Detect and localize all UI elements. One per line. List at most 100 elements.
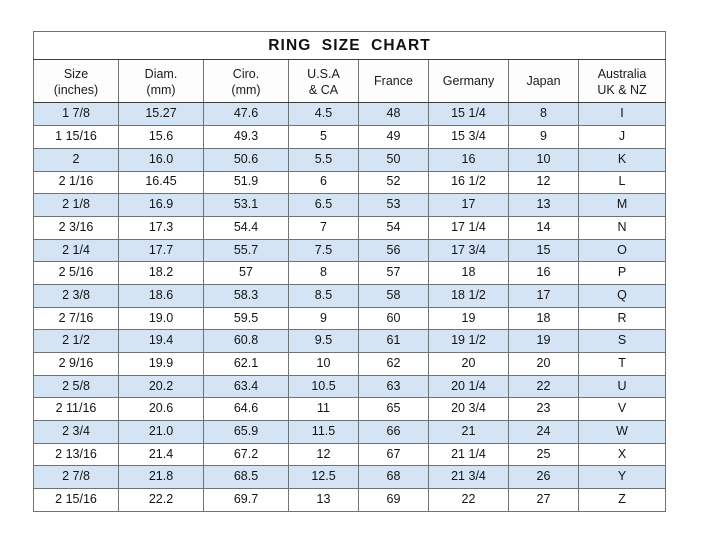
cell-r7-c7: P: [577, 261, 667, 285]
column-header-label-7: Australia UK & NZ: [579, 67, 665, 98]
cell-r1-c2: 49.3: [203, 125, 289, 149]
cell-r10-c1: 19.4: [118, 329, 204, 354]
column-header-line1-1: Diam.: [144, 66, 178, 81]
cell-r6-c0: 2 1/4: [33, 238, 119, 263]
cell-r10-c7: S: [577, 329, 667, 354]
chart-title-row: RING SIZE CHART: [32, 30, 667, 61]
cell-r6-c7: O: [577, 238, 667, 263]
cell-r14-c2: 65.9: [203, 420, 289, 444]
cell-r6-c6: 15: [508, 238, 579, 263]
column-header-line1-0: Size: [63, 66, 89, 81]
cell-r12-c4: 63: [358, 374, 429, 399]
cell-r5-c0: 2 3/16: [33, 215, 119, 240]
table-row: 2 1/8 16.9 53.1 6.5 53 17 13 M: [33, 193, 667, 217]
cell-r0-c5: 15 1/4: [428, 102, 509, 127]
cell-r5-c1: 17.3: [118, 215, 204, 240]
table-row: 2 5/8 20.2 63.4 10.5 63 20 1/4 22 U: [33, 374, 667, 399]
cell-r8-c5: 18 1/2: [428, 283, 509, 308]
cell-r2-c2: 50.6: [203, 147, 289, 172]
cell-r13-c2: 64.6: [203, 397, 289, 422]
column-header-line2-1: (mm): [146, 82, 176, 97]
chart-title-cell: RING SIZE CHART: [32, 30, 667, 61]
column-header-line2-0: (inches): [53, 82, 99, 97]
cell-r16-c5: 21 3/4: [428, 465, 509, 490]
table-row: 2 13/16 21.4 67.2 12 67 21 1/4 25 X: [33, 442, 667, 467]
cell-r1-c3: 5: [288, 125, 359, 149]
ring-size-chart-table: RING SIZE CHART Size (inches) Diam. (mm) Ciro…: [32, 30, 667, 512]
cell-r12-c3: 10.5: [288, 374, 359, 399]
cell-r9-c7: R: [577, 306, 667, 331]
column-header-line1-4: France: [374, 74, 413, 89]
cell-r1-c5: 15 3/4: [428, 125, 509, 149]
table-row: 2 3/4 21.0 65.9 11.5 66 21 24 W: [33, 420, 667, 444]
column-header-6: Japan: [508, 59, 579, 104]
cell-r14-c1: 21.0: [118, 420, 204, 444]
cell-r11-c2: 62.1: [203, 352, 289, 376]
cell-r1-c6: 9: [508, 125, 579, 149]
cell-r2-c3: 5.5: [288, 147, 359, 172]
column-header-3: U.S.A & CA: [288, 59, 359, 104]
cell-r13-c3: 11: [288, 397, 359, 422]
cell-r8-c3: 8.5: [288, 283, 359, 308]
cell-r7-c6: 16: [508, 261, 579, 285]
column-header-0: Size (inches): [33, 59, 119, 104]
cell-r3-c5: 16 1/2: [428, 170, 509, 195]
cell-r4-c1: 16.9: [118, 193, 204, 217]
column-header-7: Australia UK & NZ: [577, 59, 667, 104]
cell-r5-c7: N: [577, 215, 667, 240]
cell-r7-c4: 57: [358, 261, 429, 285]
column-header-line2-2: (mm): [231, 82, 261, 97]
cell-r12-c0: 2 5/8: [33, 374, 119, 399]
cell-r12-c7: U: [577, 374, 667, 399]
column-header-line1-2: Ciro.: [232, 66, 260, 81]
cell-r3-c6: 12: [508, 170, 579, 195]
cell-r9-c6: 18: [508, 306, 579, 331]
cell-r15-c2: 67.2: [203, 442, 289, 467]
cell-r15-c4: 67: [358, 442, 429, 467]
table-row: 2 5/16 18.2 57 8 57 18 16 P: [33, 261, 667, 285]
cell-r13-c6: 23: [508, 397, 579, 422]
cell-r12-c6: 22: [508, 374, 579, 399]
cell-r17-c7: Z: [577, 488, 667, 512]
cell-r16-c7: Y: [577, 465, 667, 490]
cell-r2-c7: K: [577, 147, 667, 172]
cell-r5-c2: 54.4: [203, 215, 289, 240]
column-header-4: France: [358, 59, 429, 104]
cell-r8-c1: 18.6: [118, 283, 204, 308]
column-header-line2-3: & CA: [308, 82, 339, 97]
cell-r3-c2: 51.9: [203, 170, 289, 195]
cell-r9-c2: 59.5: [203, 306, 289, 331]
ring-size-chart-body: RING SIZE CHART Size (inches) Diam. (mm) Ciro…: [32, 30, 667, 512]
column-header-label-5: Germany: [443, 74, 494, 88]
table-row: 2 7/8 21.8 68.5 12.5 68 21 3/4 26 Y: [33, 465, 667, 490]
column-header-2: Ciro. (mm): [203, 59, 289, 104]
cell-r3-c0: 2 1/16: [33, 170, 119, 195]
cell-r8-c6: 17: [508, 283, 579, 308]
cell-r11-c5: 20: [428, 352, 509, 376]
cell-r2-c1: 16.0: [118, 147, 204, 172]
cell-r13-c5: 20 3/4: [428, 397, 509, 422]
cell-r15-c6: 25: [508, 442, 579, 467]
cell-r2-c0: 2: [33, 147, 119, 172]
cell-r4-c7: M: [577, 193, 667, 217]
cell-r1-c1: 15.6: [118, 125, 204, 149]
cell-r9-c3: 9: [288, 306, 359, 331]
cell-r8-c7: Q: [577, 283, 667, 308]
chart-header-row: Size (inches) Diam. (mm) Ciro. (mm) U.S.A & CA F…: [33, 59, 667, 104]
cell-r3-c1: 16.45: [118, 170, 204, 195]
cell-r8-c4: 58: [358, 283, 429, 308]
cell-r15-c0: 2 13/16: [33, 442, 119, 467]
table-row: 2 3/8 18.6 58.3 8.5 58 18 1/2 17 Q: [33, 283, 667, 308]
table-row: 2 9/16 19.9 62.1 10 62 20 20 T: [33, 352, 667, 376]
cell-r12-c5: 20 1/4: [428, 374, 509, 399]
table-row: 2 3/16 17.3 54.4 7 54 17 1/4 14 N: [33, 215, 667, 240]
cell-r17-c3: 13: [288, 488, 359, 512]
cell-r0-c1: 15.27: [118, 102, 204, 127]
cell-r6-c1: 17.7: [118, 238, 204, 263]
cell-r13-c7: V: [577, 397, 667, 422]
cell-r6-c2: 55.7: [203, 238, 289, 263]
table-row: 2 1/16 16.45 51.9 6 52 16 1/2 12 L: [33, 170, 667, 195]
cell-r5-c6: 14: [508, 215, 579, 240]
cell-r12-c1: 20.2: [118, 374, 204, 399]
